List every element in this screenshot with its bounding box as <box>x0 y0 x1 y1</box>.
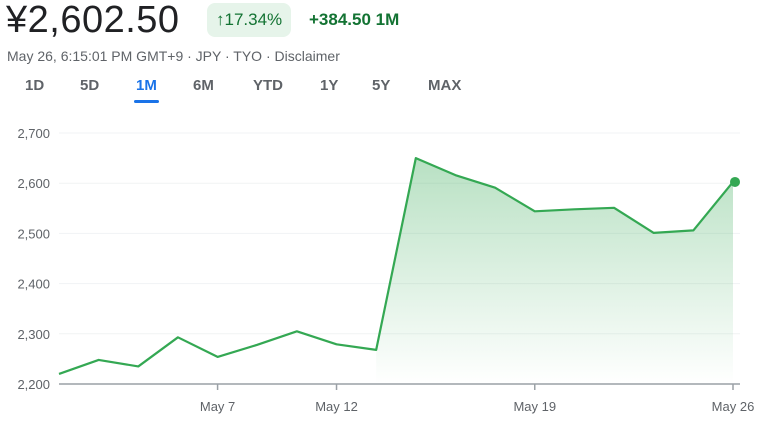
tab-ytd[interactable]: YTD <box>253 77 283 94</box>
y-tick-label: 2,300 <box>17 327 50 342</box>
change-percent: 17.34% <box>224 10 283 29</box>
current-price-dot <box>730 176 740 187</box>
price-area-fill <box>376 158 733 384</box>
change-absolute: +384.50 1M <box>309 10 400 29</box>
tab-1y[interactable]: 1Y <box>320 77 339 94</box>
y-tick-label: 2,600 <box>17 176 50 191</box>
x-tick-label: May 12 <box>315 399 358 414</box>
tab-1m[interactable]: 1M <box>134 77 159 103</box>
current-price: ¥2,602.50 <box>6 0 180 41</box>
change-percent-badge: ↑17.34% <box>207 3 292 37</box>
y-tick-label: 2,700 <box>17 126 50 141</box>
x-tick-label: May 7 <box>200 399 235 414</box>
tab-1d[interactable]: 1D <box>25 77 45 94</box>
tab-max[interactable]: MAX <box>428 77 462 94</box>
tab-6m[interactable]: 6M <box>193 77 214 94</box>
price-line <box>58 157 734 375</box>
x-tick-label: May 26 <box>712 399 755 414</box>
tab-5d[interactable]: 5D <box>80 77 100 94</box>
y-tick-label: 2,400 <box>17 277 50 292</box>
y-tick-label: 2,200 <box>17 377 50 392</box>
x-tick-label: May 19 <box>513 399 556 414</box>
y-tick-label: 2,500 <box>17 226 50 241</box>
arrow-up-icon: ↑ <box>216 10 225 29</box>
tab-5y[interactable]: 5Y <box>372 77 391 94</box>
quote-meta: May 26, 6:15:01 PM GMT+9 · JPY · TYO · D… <box>7 48 340 64</box>
